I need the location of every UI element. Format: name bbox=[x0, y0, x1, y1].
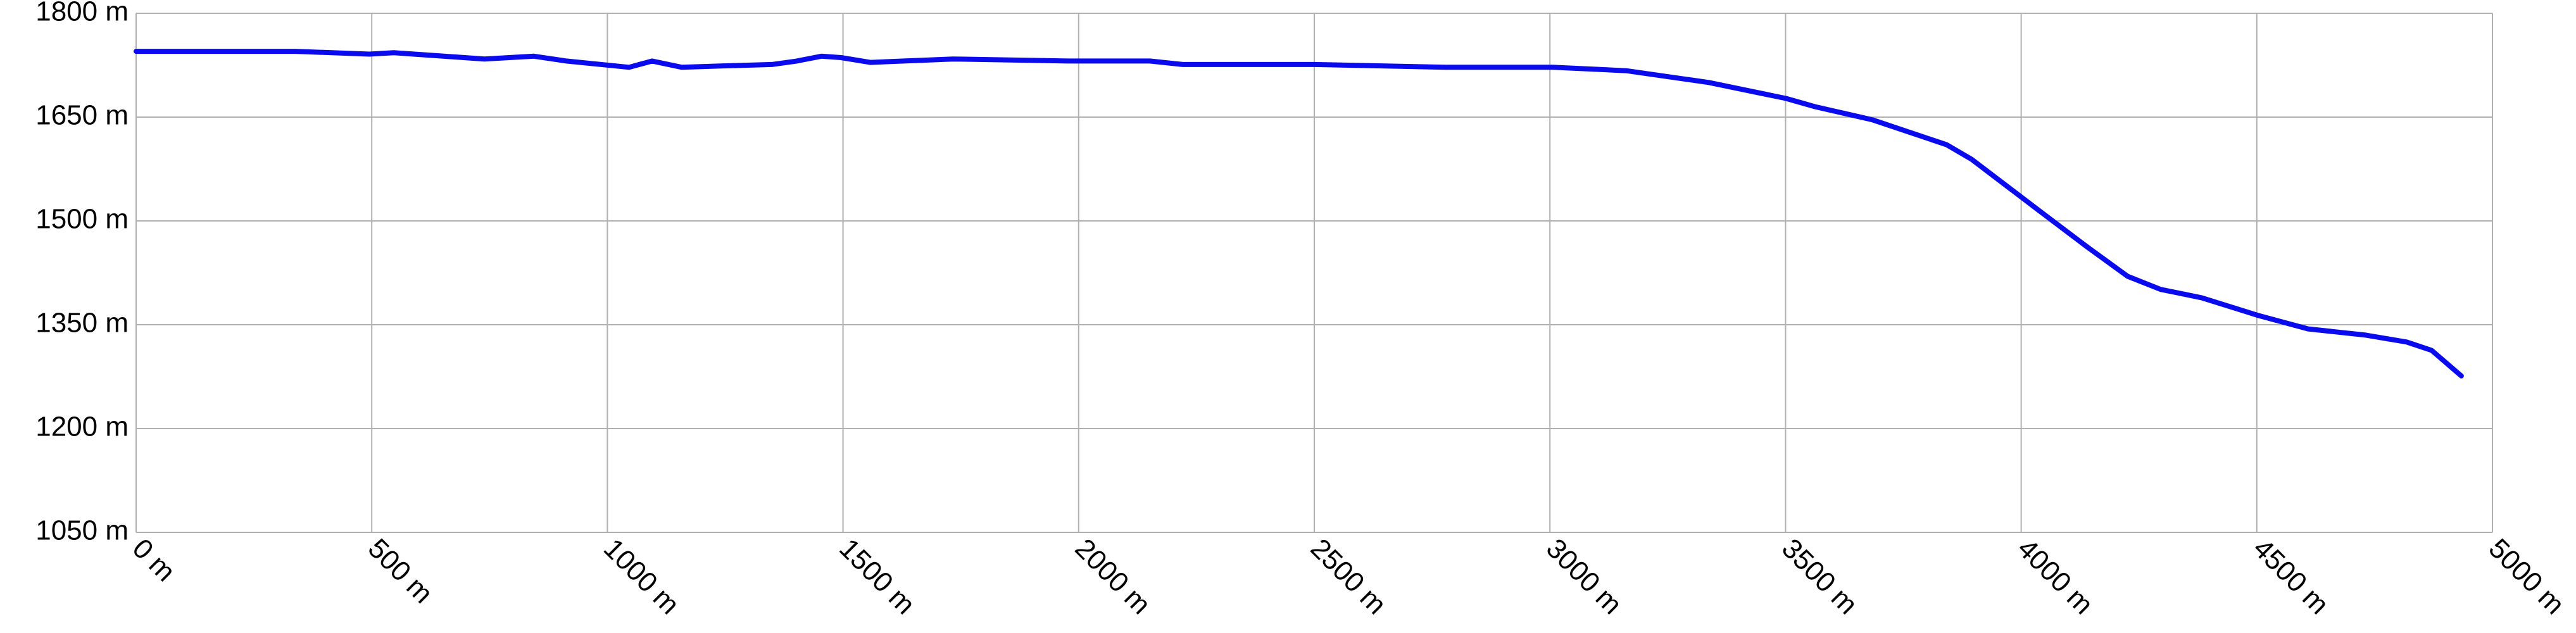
x-tick-label: 0 m bbox=[127, 533, 182, 588]
x-tick-label: 4500 m bbox=[2247, 533, 2335, 620]
y-tick-label: 1200 m bbox=[35, 411, 129, 442]
x-tick-label: 2000 m bbox=[1069, 533, 1157, 620]
x-tick-label: 4000 m bbox=[2011, 533, 2099, 620]
y-tick-label: 1350 m bbox=[35, 308, 129, 339]
x-tick-label: 5000 m bbox=[2483, 533, 2570, 620]
y-tick-label: 1050 m bbox=[35, 515, 129, 546]
elevation-line bbox=[134, 49, 2464, 379]
y-tick-label: 1500 m bbox=[35, 204, 129, 235]
x-tick-label: 3000 m bbox=[1540, 533, 1628, 620]
x-tick-label: 500 m bbox=[362, 533, 439, 610]
x-tick-label: 3500 m bbox=[1776, 533, 1863, 620]
x-tick-label: 1500 m bbox=[833, 533, 920, 620]
x-tick-label: 1000 m bbox=[598, 533, 685, 620]
y-tick-label: 1800 m bbox=[35, 0, 129, 27]
x-tick-label: 2500 m bbox=[1305, 533, 1392, 620]
y-tick-label: 1650 m bbox=[35, 100, 129, 131]
